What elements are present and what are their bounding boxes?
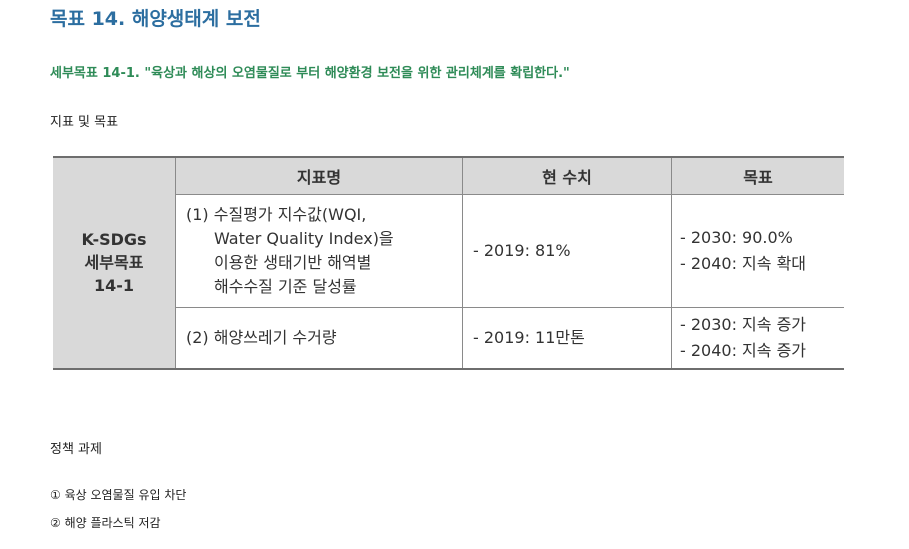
k-sdgs-label: K-SDGs [81, 230, 147, 250]
sub-goal-statement: 세부목표 14-1. "육상과 해상의 오염물질로 부터 해양환경 보전을 위한… [50, 66, 570, 81]
current-value-cell: - 2019: 81% [462, 194, 672, 308]
indicator-line: 이용한 생태기반 해역별 [214, 253, 372, 272]
target-cell: - 2030: 90.0% - 2040: 지속 확대 [671, 194, 844, 308]
column-header-indicator: 지표명 [175, 156, 463, 195]
column-header-target: 목표 [671, 156, 844, 195]
indicator-line: (2) 해양쓰레기 수거량 [186, 327, 337, 347]
table-row: (1) 수질평가 지수값(WQI, Water Quality Index)을 … [53, 194, 844, 308]
target-line: - 2040: 지속 증가 [680, 340, 807, 360]
policy-item: ① 육상 오염물질 유입 차단 [50, 488, 187, 502]
column-header-current: 현 수치 [462, 156, 672, 195]
indicator-line: (1) 수질평가 지수값(WQI, [186, 205, 367, 224]
indicator-cell: (1) 수질평가 지수값(WQI, Water Quality Index)을 … [175, 194, 463, 308]
indicator-table: K-SDGs 세부목표 14-1 지표명 현 수치 목표 (1) 수질평가 지수… [53, 156, 844, 370]
indicator-line: 해수수질 기준 달성률 [214, 277, 357, 296]
sub-target-label: 세부목표 [84, 253, 144, 273]
indicator-cell: (2) 해양쓰레기 수거량 [175, 307, 463, 370]
table-row: (2) 해양쓰레기 수거량 - 2019: 11만톤 - 2030: 지속 증가… [53, 307, 844, 370]
current-value-cell: - 2019: 11만톤 [462, 307, 672, 370]
sub-target-number: 14-1 [93, 276, 135, 296]
indicators-section-label: 지표 및 목표 [50, 115, 119, 130]
goal-title: 목표 14. 해양생태계 보전 [50, 8, 261, 30]
target-line: - 2040: 지속 확대 [680, 254, 807, 273]
policy-section-label: 정책 과제 [50, 442, 102, 457]
k-sdgs-target-cell: K-SDGs 세부목표 14-1 [53, 156, 176, 370]
table-header-row: K-SDGs 세부목표 14-1 지표명 현 수치 목표 [53, 156, 844, 370]
target-line: - 2030: 지속 증가 [680, 314, 807, 334]
policy-item: ② 해양 플라스틱 저감 [50, 516, 161, 530]
target-cell: - 2030: 지속 증가 - 2040: 지속 증가 [671, 307, 844, 370]
indicator-line: Water Quality Index)을 [214, 229, 394, 248]
target-line: - 2030: 90.0% [680, 228, 793, 247]
